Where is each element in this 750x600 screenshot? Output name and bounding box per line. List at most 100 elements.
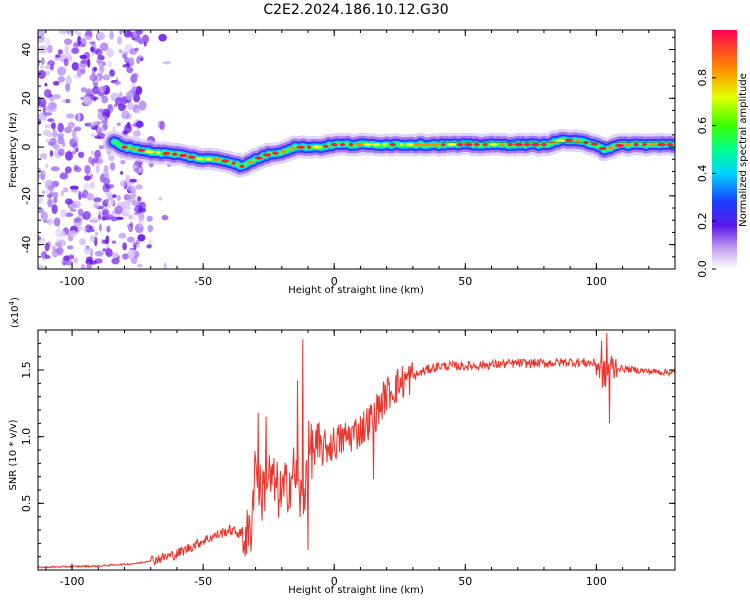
noise-blob (82, 211, 91, 220)
noise-blob (38, 194, 43, 205)
noise-blob (62, 187, 69, 193)
noise-blob (74, 126, 82, 132)
noise-blob (48, 138, 53, 143)
noise-blob (114, 205, 123, 215)
snr-exponent-label: (x104) (8, 297, 21, 328)
noise-blob (78, 151, 85, 158)
noise-blob (71, 150, 77, 155)
noise-blob (90, 150, 94, 156)
ridge-hotspot (296, 145, 306, 149)
noise-blob (94, 149, 101, 159)
ridge-hotspot (540, 143, 547, 147)
noise-blob (93, 197, 102, 203)
noise-blob (135, 86, 143, 95)
noise-blob (84, 122, 92, 127)
noise-blob (89, 260, 97, 265)
ridge-hotspot (213, 157, 221, 161)
noise-blob (122, 54, 127, 59)
noise-blob (110, 198, 115, 205)
noise-blob (65, 75, 72, 86)
ridge-hotspot (205, 157, 212, 161)
ridge-hotspot (524, 143, 531, 147)
snr-exponent-close: ) (10, 297, 21, 301)
noise-blob (122, 205, 131, 211)
noise-blob (71, 128, 77, 139)
spectrogram-panel: -100 -50 0 50 100 -40 -20 0 20 40 Height of stra… (8, 29, 676, 296)
noise-blob (138, 167, 142, 172)
noise-blob (71, 47, 80, 55)
noise-blob (53, 197, 58, 204)
noise-blob (51, 204, 58, 215)
snr-y-label: SNR (10 * v/v) (8, 419, 19, 490)
noise-blob (161, 214, 169, 221)
y-tick-label: 20 (20, 91, 33, 105)
ridge-hotspot (657, 143, 666, 147)
noise-blob (103, 165, 109, 172)
noise-blob (109, 30, 114, 40)
noise-blob (38, 236, 41, 241)
ridge-hotspot (413, 143, 423, 147)
noise-blob (138, 100, 147, 111)
noise-blob (104, 171, 109, 179)
noise-blob (54, 242, 63, 247)
ridge-hotspot (574, 139, 581, 143)
noise-blob (38, 70, 46, 79)
ridge-hotspot (642, 143, 648, 147)
noise-blob (131, 73, 139, 78)
spectrogram-y-label: Frequency (Hz) (8, 112, 19, 188)
noise-blob (57, 49, 63, 55)
noise-blob (94, 250, 104, 257)
noise-blob (86, 193, 95, 201)
noise-blob (128, 215, 133, 219)
noise-blob (104, 198, 110, 204)
noise-blob (44, 83, 48, 87)
noise-blob (117, 36, 123, 45)
y-tick-label: 0 (20, 144, 33, 151)
noise-blob (70, 208, 77, 212)
colorbar-tick-label: 0.4 (696, 165, 709, 183)
noise-blob (53, 191, 59, 199)
x-tick-label: 100 (586, 275, 607, 288)
noise-blob (57, 76, 65, 83)
noise-blob (73, 217, 83, 227)
noise-blob (109, 69, 115, 77)
noise-blob (50, 166, 60, 172)
noise-blob (57, 122, 64, 133)
noise-blob (127, 195, 136, 203)
ridge-hotspot (482, 143, 488, 147)
ridge-hotspot (608, 146, 614, 150)
noise-blob (114, 254, 118, 258)
noise-blob (122, 253, 129, 260)
noise-blob (69, 230, 77, 237)
noise-blob (39, 65, 44, 69)
ridge-hotspot (155, 151, 161, 155)
noise-blob (87, 228, 95, 233)
noise-blob (80, 87, 88, 93)
noise-blob (120, 180, 127, 187)
noise-blob (52, 129, 58, 138)
ridge-hotspot (312, 145, 323, 149)
noise-blob (128, 178, 137, 183)
noise-blob (63, 58, 69, 67)
noise-blob (138, 212, 145, 222)
noise-blob (84, 175, 91, 181)
noise-blob (67, 254, 75, 260)
noise-blob (134, 108, 143, 114)
noise-blob (79, 238, 86, 246)
noise-blob (66, 52, 71, 60)
y-tick-label: 1.5 (20, 361, 33, 379)
noise-blob (93, 202, 100, 209)
noise-blob (122, 242, 127, 251)
ridge-hotspot (614, 143, 625, 148)
noise-blob (54, 148, 60, 157)
noise-blob (42, 254, 46, 263)
noise-blob (89, 181, 95, 189)
noise-blob (92, 157, 99, 164)
noise-blob (123, 130, 128, 135)
noise-blob (94, 135, 102, 139)
noise-blob (99, 115, 108, 121)
noise-blob (91, 217, 100, 223)
noise-blob (158, 196, 163, 201)
noise-blob (38, 58, 41, 67)
noise-blob (42, 104, 46, 113)
